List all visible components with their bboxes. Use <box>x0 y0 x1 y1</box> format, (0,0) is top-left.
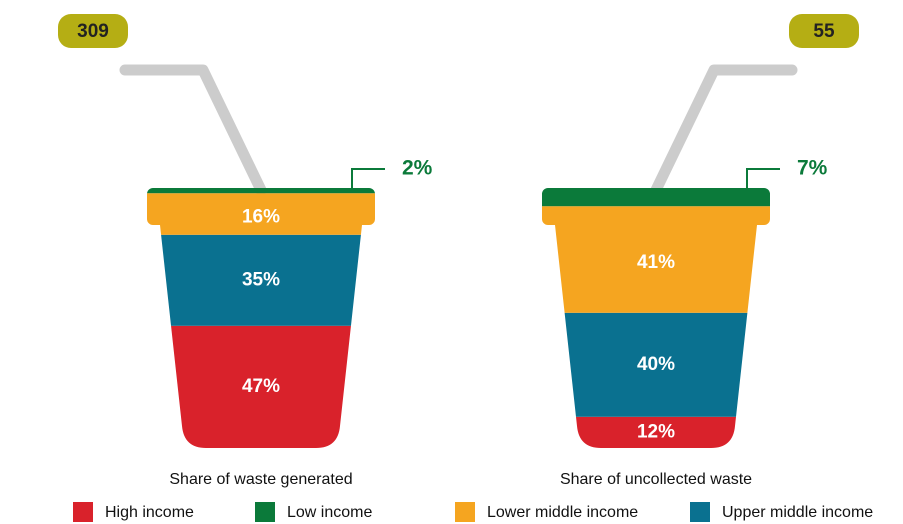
callout-line <box>746 168 780 189</box>
legend-swatch <box>73 502 93 522</box>
segment-label: 41% <box>637 252 675 273</box>
cup <box>147 188 375 448</box>
total-pill <box>58 14 128 48</box>
legend-label: Upper middle income <box>722 504 873 521</box>
segment <box>542 312 770 417</box>
callout-label: 2% <box>402 157 433 180</box>
legend-swatch <box>690 502 710 522</box>
legend-swatch <box>255 502 275 522</box>
segment-label: 35% <box>242 269 280 290</box>
segment-label: 47% <box>242 376 280 397</box>
callout-line <box>351 168 385 189</box>
segment-label: 16% <box>242 207 280 228</box>
legend-label: Low income <box>287 504 372 521</box>
segment <box>542 206 770 313</box>
cup <box>542 188 770 448</box>
segment <box>147 188 375 194</box>
legend-label: High income <box>105 504 194 521</box>
segment <box>542 188 770 207</box>
cup-title: Share of waste generated <box>169 471 352 488</box>
total-label: 309 <box>77 21 109 42</box>
segment <box>147 325 375 448</box>
segment <box>147 234 375 326</box>
total-pill <box>789 14 859 48</box>
total-label: 55 <box>813 21 835 42</box>
segment-label: 12% <box>637 421 675 442</box>
legend-label: Lower middle income <box>487 504 638 521</box>
cup-title: Share of uncollected waste <box>560 471 752 488</box>
callout-label: 7% <box>797 157 828 180</box>
segment <box>147 193 375 235</box>
segment-label: 40% <box>637 354 675 375</box>
straw <box>650 64 798 196</box>
straw <box>119 64 267 196</box>
legend-swatch <box>455 502 475 522</box>
